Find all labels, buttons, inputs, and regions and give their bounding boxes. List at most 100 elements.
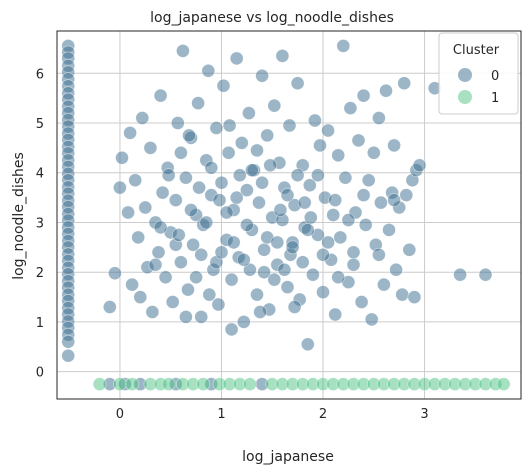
data-point-cluster-0 <box>377 277 391 292</box>
data-point-cluster-0 <box>189 270 203 285</box>
data-point-cluster-0 <box>226 235 241 250</box>
plot-frame <box>56 30 522 400</box>
data-point-cluster-0 <box>361 173 376 187</box>
data-point-cluster-0 <box>343 101 358 115</box>
data-point-cluster-0 <box>285 240 300 255</box>
data-point-cluster-0 <box>171 116 185 130</box>
data-points <box>61 39 511 391</box>
data-point-cluster-0 <box>275 49 290 63</box>
data-point-cluster-0 <box>282 118 297 133</box>
data-point-cluster-0 <box>273 203 288 217</box>
data-point-cluster-0 <box>260 128 275 143</box>
data-point-cluster-0 <box>297 195 312 210</box>
legend-marker-cluster-1 <box>458 90 472 104</box>
data-point-cluster-0 <box>407 290 422 304</box>
data-point-cluster-0 <box>229 190 244 205</box>
legend: Cluster 0 1 <box>438 32 519 115</box>
data-point-cluster-0 <box>216 78 231 93</box>
data-point-cluster-0 <box>372 111 386 125</box>
data-point-cluster-0 <box>214 245 229 260</box>
data-point-cluster-0 <box>364 312 379 327</box>
data-point-cluster-1 <box>113 377 127 391</box>
data-point-cluster-0 <box>131 230 145 245</box>
data-point-cluster-0 <box>103 300 117 314</box>
data-point-cluster-0 <box>303 210 318 225</box>
data-point-cluster-0 <box>311 168 325 182</box>
data-point-cluster-0 <box>121 205 135 220</box>
data-point-cluster-0 <box>336 39 351 53</box>
data-point-cluster-1 <box>196 377 210 391</box>
data-point-cluster-0 <box>263 158 278 173</box>
data-point-cluster-0 <box>478 267 493 282</box>
data-point-cluster-0 <box>179 310 193 324</box>
data-point-cluster-0 <box>387 193 401 207</box>
y-tick-labels: 0 1 2 3 4 5 6 <box>36 67 44 380</box>
data-point-cluster-0 <box>155 185 170 200</box>
data-point-cluster-0 <box>341 213 356 227</box>
data-point-cluster-0 <box>222 118 237 133</box>
data-point-cluster-0 <box>224 272 239 287</box>
data-point-cluster-0 <box>354 295 369 309</box>
data-point-cluster-0 <box>333 230 348 245</box>
data-point-cluster-0 <box>113 180 127 195</box>
data-point-cluster-0 <box>202 287 217 302</box>
data-point-cluster-0 <box>316 248 330 262</box>
data-point-cluster-0 <box>221 146 236 160</box>
data-point-cluster-0 <box>184 203 198 217</box>
data-point-cluster-0 <box>214 175 229 190</box>
data-point-cluster-1 <box>125 377 139 391</box>
data-point-cluster-0 <box>174 146 188 160</box>
data-point-cluster-0 <box>199 215 214 230</box>
data-point-cluster-0 <box>108 266 122 281</box>
x-tick-labels: 0 1 2 3 <box>116 407 429 422</box>
data-point-cluster-0 <box>143 141 158 155</box>
data-point-cluster-0 <box>151 245 166 260</box>
data-point-cluster-0 <box>372 248 386 262</box>
data-point-cluster-0 <box>245 163 259 177</box>
data-point-cluster-0 <box>397 76 412 90</box>
data-point-cluster-0 <box>115 151 129 165</box>
data-point-cluster-0 <box>290 76 305 90</box>
y-tick-label: 1 <box>36 316 44 331</box>
data-point-cluster-0 <box>138 200 153 215</box>
data-point-cluster-0 <box>366 146 381 160</box>
data-point-cluster-0 <box>161 168 176 182</box>
data-point-cluster-0 <box>186 238 200 252</box>
data-point-cluster-0 <box>240 183 254 197</box>
data-point-cluster-0 <box>237 252 251 267</box>
data-point-cluster-0 <box>255 175 269 190</box>
data-point-cluster-0 <box>235 136 249 150</box>
data-point-cluster-0 <box>240 218 254 232</box>
data-point-cluster-0 <box>174 255 188 270</box>
data-point-cluster-0 <box>351 133 366 148</box>
data-point-cluster-1 <box>92 377 107 391</box>
data-point-cluster-0 <box>243 262 257 277</box>
data-point-cluster-0 <box>201 64 216 78</box>
data-point-cluster-0 <box>331 270 346 285</box>
data-point-cluster-0 <box>326 208 341 222</box>
data-point-cluster-0 <box>165 295 180 309</box>
data-point-cluster-0 <box>181 282 195 297</box>
data-point-cluster-0 <box>135 111 150 125</box>
data-point-cluster-0 <box>153 88 168 103</box>
data-point-cluster-0 <box>123 126 137 140</box>
y-tick-label: 0 <box>36 366 44 381</box>
legend-title: Cluster <box>453 43 500 58</box>
y-tick-label: 4 <box>36 167 44 182</box>
data-point-cluster-0 <box>295 255 310 270</box>
data-point-cluster-0 <box>242 106 256 120</box>
data-point-cluster-0 <box>280 188 295 202</box>
legend-label-cluster-1: 1 <box>491 91 499 106</box>
y-axis-label: log_noodle_dishes <box>11 152 27 280</box>
data-point-cluster-0 <box>212 193 227 207</box>
data-point-cluster-0 <box>412 158 427 173</box>
data-point-cluster-0 <box>250 287 264 302</box>
chart-title: log_japanese vs log_noodle_dishes <box>150 10 394 26</box>
data-point-cluster-0 <box>387 138 401 153</box>
data-point-cluster-0 <box>287 300 302 314</box>
data-point-cluster-0 <box>346 245 361 260</box>
data-point-cluster-0 <box>399 188 414 202</box>
data-point-cluster-0 <box>153 220 168 235</box>
data-point-cluster-0 <box>229 51 244 66</box>
data-point-cluster-0 <box>389 262 403 277</box>
